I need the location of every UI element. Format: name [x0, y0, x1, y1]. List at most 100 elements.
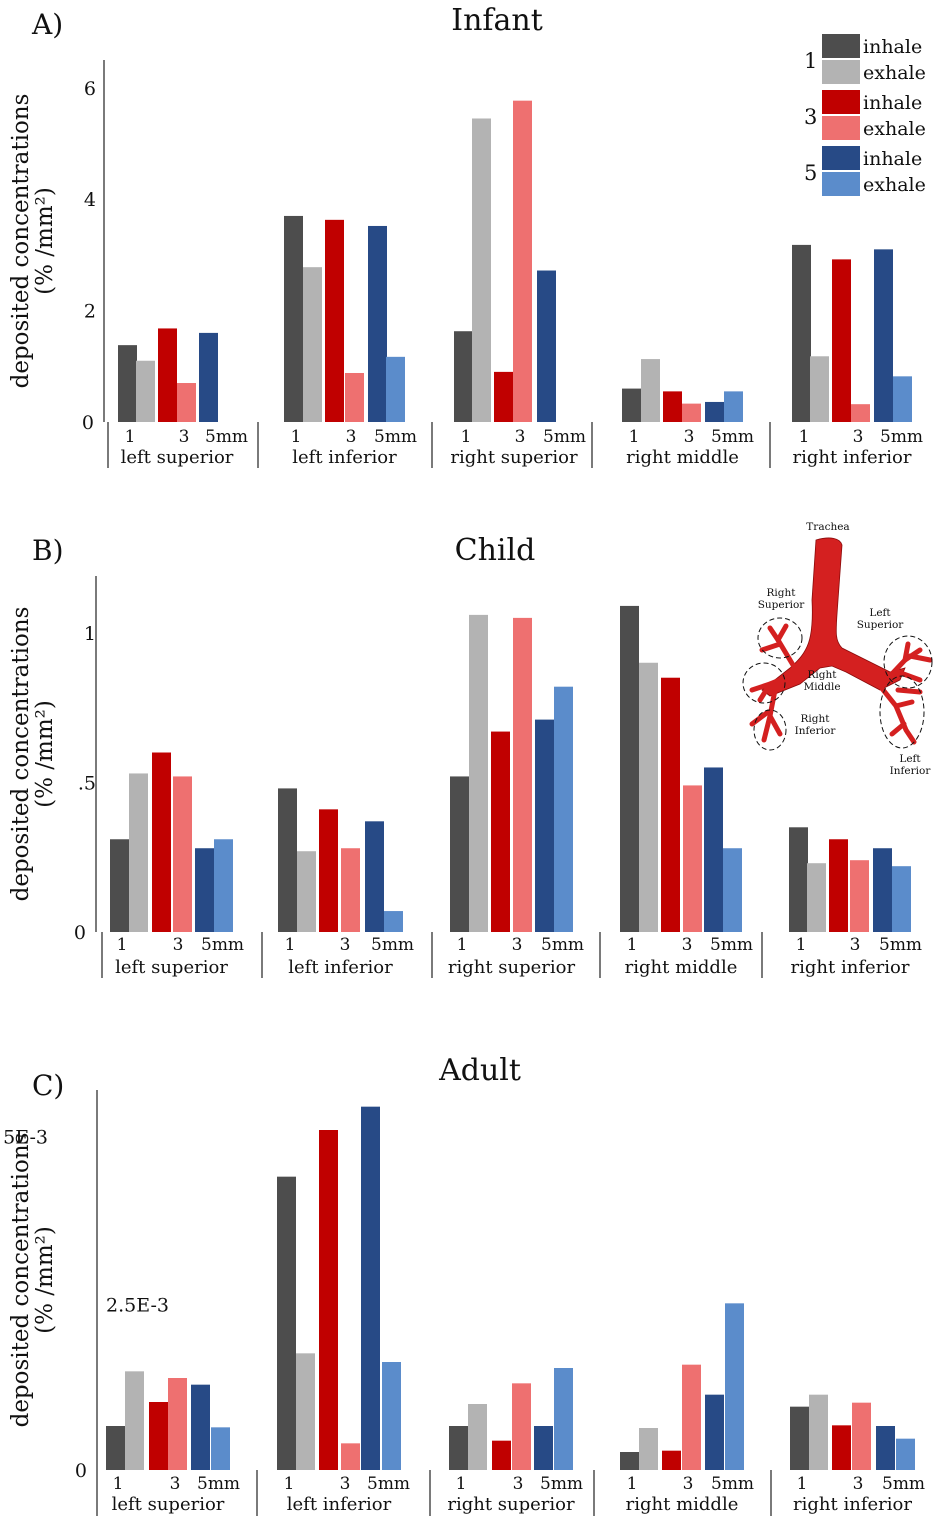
bar [663, 391, 682, 422]
bar [386, 356, 405, 422]
x-size-label: 3 [513, 1474, 524, 1494]
bar [620, 1452, 639, 1470]
y-axis-unit: (% /mm²) [32, 187, 58, 295]
y-axis-unit: (% /mm²) [32, 1226, 58, 1334]
bar [537, 270, 556, 422]
x-size-label: 3 [682, 935, 693, 955]
x-size-label: 3 [170, 1474, 181, 1494]
legend: 1 inhale exhale 3 inhale exhale 5 inhale exhale [804, 34, 926, 196]
y-tick-label: .5 [78, 772, 96, 794]
region-outline [757, 617, 803, 659]
y-tick-label: 0 [74, 922, 86, 944]
x-size-label: 5mm [205, 427, 248, 447]
bar [277, 1176, 296, 1470]
bar [852, 1402, 871, 1470]
y-axis-label: deposited concentrations [8, 94, 34, 389]
panel-letter: A) [31, 8, 63, 41]
x-size-label: 1 [456, 1474, 467, 1494]
airway-region-label-part: Left [899, 753, 921, 765]
bar [832, 259, 851, 422]
legend-swatch [822, 90, 860, 114]
bar [491, 731, 510, 932]
airway-region-label-part: Middle [803, 681, 840, 693]
bar [807, 863, 826, 932]
bar [325, 219, 344, 422]
airway-region-label-part: Right [801, 713, 831, 725]
bar [725, 1303, 744, 1470]
legend-label: inhale [863, 36, 922, 58]
x-size-label: 1 [461, 427, 472, 447]
bar [639, 1428, 658, 1470]
bar [622, 388, 641, 422]
bar [705, 1394, 724, 1470]
x-size-label: 5mm [710, 935, 753, 955]
bar [554, 686, 573, 932]
y-tick-label: 5E-3 [3, 1127, 48, 1149]
bar [168, 1378, 187, 1470]
x-category-label: right superior [448, 957, 576, 978]
airway-region-label-part: Right [767, 587, 797, 599]
bar [214, 839, 233, 932]
bar [319, 1130, 338, 1470]
x-size-label: 1 [457, 935, 468, 955]
airway-branch [895, 687, 923, 695]
legend-swatch [822, 116, 860, 140]
airway-region-label: Trachea [806, 521, 849, 533]
x-size-label: 5mm [880, 427, 923, 447]
x-size-label: 5mm [711, 1474, 754, 1494]
x-category-label: right inferior [791, 957, 910, 978]
airway-region-label-part: Inferior [890, 765, 932, 777]
x-size-label: 3 [512, 935, 523, 955]
legend-swatch [822, 34, 860, 58]
bar [384, 911, 403, 932]
x-size-label: 3 [346, 427, 357, 447]
bar [492, 1440, 511, 1470]
legend-swatch [822, 172, 860, 196]
airway-branch [889, 721, 907, 737]
bar [513, 617, 532, 932]
x-size-label: 3 [515, 427, 526, 447]
airway-region-label-part: Superior [758, 599, 806, 611]
bar [534, 1426, 553, 1470]
x-category-label: left superior [112, 1494, 225, 1515]
x-category-label: left inferior [292, 447, 397, 468]
bar [149, 1402, 168, 1470]
airway-region-label: Left Superior [857, 607, 905, 631]
airway-branch [907, 653, 933, 663]
panel-adult: C) Adult deposited concentrations(% /mm²) 0… [3, 1053, 925, 1516]
airway-branch [893, 699, 915, 709]
bar [809, 1394, 828, 1470]
x-size-label: 1 [117, 935, 128, 955]
x-size-label: 3 [340, 1474, 351, 1494]
x-size-label: 1 [627, 1474, 638, 1494]
x-size-label: 3 [179, 427, 190, 447]
airway-branch [757, 681, 773, 703]
bar [874, 249, 893, 422]
airway-branch [749, 709, 771, 727]
x-size-label: 5mm [879, 935, 922, 955]
x-size-label: 1 [291, 427, 302, 447]
bar [513, 100, 532, 422]
bar [892, 866, 911, 932]
x-size-label: 3 [853, 427, 864, 447]
y-tick-label: 0 [75, 1460, 87, 1482]
y-tick-label: 2.5E-3 [106, 1294, 169, 1316]
bar [468, 1404, 487, 1470]
legend-swatch [822, 60, 860, 84]
airway-region-label-part: Left [869, 607, 891, 619]
y-axis-label: deposited concentrations [8, 1133, 34, 1428]
x-size-label: 5mm [543, 427, 586, 447]
bar [449, 1426, 468, 1470]
region-outline [742, 662, 786, 704]
bar [368, 225, 387, 422]
panel-infant: A) Infant deposited concentrations(% /mm²)… [8, 3, 923, 468]
airway-branch [902, 641, 911, 663]
bar [195, 848, 214, 932]
x-category-label: left inferior [288, 957, 393, 978]
bar [682, 1364, 701, 1470]
region-outline [753, 709, 787, 751]
x-size-label: 5mm [540, 1474, 583, 1494]
bar [319, 809, 338, 932]
bar [191, 1384, 210, 1470]
